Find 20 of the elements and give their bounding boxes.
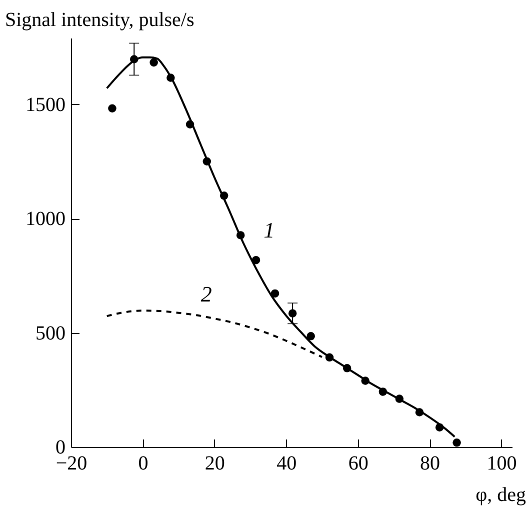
x-tick-label: 60	[348, 452, 368, 474]
y-tick-label: 500	[36, 322, 66, 344]
x-tick-label: 100	[486, 452, 517, 474]
point	[252, 256, 260, 264]
y-axis-title: Signal intensity, pulse/s	[5, 9, 194, 31]
x-tick-label: 0	[138, 452, 148, 474]
series-label: 2	[200, 282, 212, 307]
x-tick-label: 20	[204, 452, 225, 474]
x-axis-title: φ, deg	[476, 484, 526, 506]
point	[452, 438, 461, 447]
point	[108, 104, 116, 112]
y-tick-label: 1000	[26, 208, 66, 230]
point	[150, 58, 158, 67]
x-tick-label: 40	[276, 452, 297, 474]
point	[306, 332, 315, 340]
point	[270, 289, 280, 298]
line-series	[106, 310, 323, 358]
y-tick-label: 1500	[26, 94, 66, 116]
series-label: 1	[264, 218, 275, 242]
x-tick-label: 80	[420, 452, 440, 474]
